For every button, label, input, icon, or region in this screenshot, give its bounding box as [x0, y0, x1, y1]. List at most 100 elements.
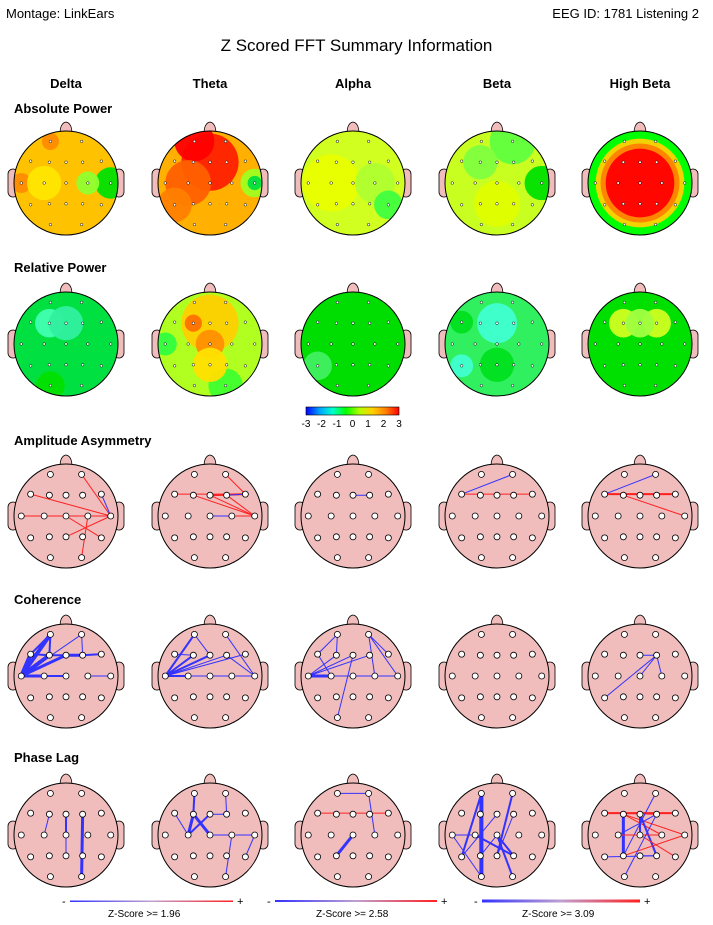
electrode-dot: [591, 831, 599, 839]
electrode-dot: [109, 181, 113, 185]
electrode-dot: [458, 490, 466, 498]
electrode-dot: [230, 181, 234, 185]
electrode-dot: [191, 160, 195, 164]
electrode-dot: [386, 203, 390, 207]
electrode-dot: [384, 694, 392, 702]
electrode-dot: [241, 853, 249, 861]
electrode-dot: [79, 693, 87, 701]
scalp-outline: [444, 782, 550, 888]
electrode-dot: [314, 809, 322, 817]
electrode-dot: [192, 300, 196, 304]
electrode-dot: [334, 321, 338, 325]
colorbar-tick-label: 1: [365, 419, 371, 430]
electrode-dot: [332, 810, 340, 818]
electrode-dot: [619, 491, 627, 499]
electrode-dot: [622, 384, 626, 388]
electrode-dot: [223, 533, 231, 541]
electrode-dot: [27, 650, 35, 658]
scalp-outline: [587, 291, 693, 397]
electrode-dot: [84, 512, 92, 520]
electrode-dot: [186, 342, 190, 346]
electrode-dot: [223, 852, 231, 860]
electrode-dot: [653, 810, 661, 818]
colorbar: [305, 406, 400, 416]
electrode-dot: [64, 321, 68, 325]
electrode-dot: [45, 693, 53, 701]
electrode-dot: [97, 853, 105, 861]
electrode-dot: [192, 384, 196, 388]
electrode-dot: [253, 342, 257, 346]
electrode-dot: [206, 693, 214, 701]
electrode-dot: [42, 181, 46, 185]
electrode-dot: [538, 512, 546, 520]
electrode-dot: [622, 139, 626, 143]
electrode-dot: [48, 384, 52, 388]
electrode-dot: [493, 512, 501, 520]
electrode-dot: [493, 672, 501, 680]
electrode-dot: [638, 342, 642, 346]
electrode-dot: [621, 363, 625, 367]
electrode-dot: [673, 203, 677, 207]
electrode-dot: [17, 512, 25, 520]
electrode-dot: [333, 790, 341, 797]
electrode-dot: [476, 810, 484, 818]
asymmetry-head-beta: [438, 454, 556, 569]
electrode-dot: [184, 672, 192, 680]
connection-line: [186, 813, 195, 836]
connection-line: [461, 813, 498, 858]
electrode-dot: [334, 363, 338, 367]
electrode-dot: [512, 160, 516, 164]
legend-bar: [482, 899, 640, 903]
electrode-dot: [84, 831, 92, 839]
electrode-dot: [332, 852, 340, 860]
colorbar-tick-label: -1: [333, 419, 342, 430]
legend-label-3: Z-Score >= 3.09: [522, 909, 595, 920]
asymmetry-head-alpha: [294, 454, 412, 569]
electrode-dot: [351, 202, 355, 206]
electrode-dot: [161, 512, 169, 520]
electrode-dot: [84, 672, 92, 680]
asymmetry-head-delta: [7, 454, 125, 569]
electrode-dot: [349, 810, 357, 818]
electrode-dot: [528, 490, 536, 498]
coherence-head-delta: [7, 614, 125, 729]
column-header-delta: Delta: [50, 76, 82, 91]
electrode-dot: [530, 203, 534, 207]
connection-line: [43, 814, 50, 836]
scalp-outline: [157, 291, 263, 397]
electrode-dot: [366, 693, 374, 701]
electrode-dot: [603, 364, 607, 368]
electrode-dot: [64, 363, 68, 367]
connection-line: [193, 494, 255, 517]
electrode-dot: [450, 181, 454, 185]
electrode-dot: [509, 873, 516, 880]
electrode-dot: [515, 512, 523, 520]
connection-line: [226, 654, 256, 677]
phaselag-head-delta: [7, 773, 125, 888]
electrode-dot: [189, 533, 197, 541]
electrode-dot: [614, 512, 622, 520]
electrode-dot: [332, 693, 340, 701]
electrode-dot: [191, 202, 195, 206]
electrode-dot: [304, 831, 312, 839]
connection-line: [451, 834, 482, 877]
phaselag-head-beta: [438, 773, 556, 888]
electrode-dot: [27, 490, 35, 498]
electrode-dot: [107, 512, 115, 520]
electrode-dot: [314, 650, 322, 658]
electrode-dot: [495, 321, 499, 325]
electrode-dot: [40, 512, 48, 520]
connection-line: [80, 814, 85, 877]
electrode-dot: [222, 631, 230, 638]
electrode-dot: [477, 631, 485, 638]
electrode-dot: [658, 512, 666, 520]
electrode-dot: [512, 202, 516, 206]
electrode-dot: [616, 181, 620, 185]
electrode-dot: [636, 831, 644, 839]
relative-head-alpha: [294, 282, 412, 397]
electrode-dot: [62, 693, 70, 701]
electrode-dot: [329, 342, 333, 346]
electrode-dot: [48, 139, 52, 143]
electrode-dot: [528, 853, 536, 861]
electrode-dot: [190, 554, 198, 561]
